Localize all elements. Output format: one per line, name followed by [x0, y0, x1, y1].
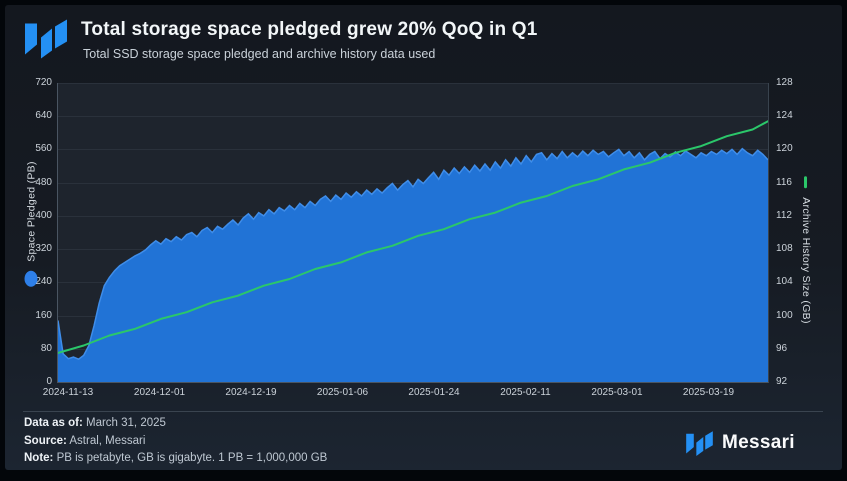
- y-tick-label: 112: [776, 209, 792, 221]
- footer-divider: [23, 411, 823, 412]
- y-tick-label: 0: [46, 376, 52, 387]
- source-label: Source:: [24, 435, 67, 447]
- gridline: [58, 149, 768, 151]
- y-tick-label: 320: [35, 243, 52, 255]
- x-tick-label: 2025-01-24: [408, 387, 460, 398]
- x-tick-label: 2025-03-01: [591, 387, 643, 398]
- chart-title: Total storage space pledged grew 20% QoQ…: [81, 19, 538, 40]
- y-tick-label: 128: [776, 77, 793, 88]
- x-tick-label: 2024-11-13: [42, 387, 94, 398]
- space-pledged-edge: [58, 147, 768, 361]
- y-tick-label: 720: [35, 77, 52, 88]
- x-tick-label: 2025-03-19: [682, 387, 735, 398]
- x-tick-label: 2024-12-19: [225, 387, 277, 398]
- note-label: Note:: [24, 452, 54, 464]
- y-tick-label: 124: [776, 110, 793, 122]
- y-tick-label: 80: [40, 342, 52, 354]
- y-tick-label: 92: [776, 376, 788, 387]
- source-value: Astral, Messari: [66, 435, 146, 447]
- data-as-of-line: Data as of: March 31, 2025: [24, 417, 166, 429]
- data-as-of-label: Data as of:: [24, 417, 83, 429]
- y-tick-label: 560: [35, 143, 52, 155]
- brand-wordmark: Messari: [722, 432, 795, 453]
- messari-brand: Messari: [686, 430, 795, 456]
- y-tick-label: 160: [35, 309, 52, 321]
- left-axis-legend: Space Pledged (PB): [24, 161, 38, 287]
- gridline: [58, 116, 768, 118]
- y-axis-right-labels: 92 96 100 104 108 112 116 120 124 128: [776, 77, 816, 387]
- archive-history-legend-marker: [804, 176, 808, 189]
- space-pledged-legend-marker: [24, 270, 38, 287]
- chart-subtitle: Total SSD storage space pledged and arch…: [83, 47, 436, 61]
- space-pledged-area: [58, 148, 768, 382]
- y-tick-label: 120: [776, 143, 793, 155]
- y-tick-label: 104: [776, 276, 793, 288]
- note-value: PB is petabyte, GB is gigabyte. 1 PB = 1…: [53, 452, 328, 464]
- y-tick-label: 480: [35, 176, 52, 188]
- right-axis-label: Archive History Size (GB): [800, 197, 812, 324]
- source-line: Source: Astral, Messari: [24, 435, 145, 447]
- y-tick-label: 96: [776, 342, 788, 354]
- note-line: Note: PB is petabyte, GB is gigabyte. 1 …: [24, 452, 327, 464]
- messari-logo-small-icon: [686, 431, 713, 456]
- archive-history-line: [58, 120, 768, 354]
- messari-logo-icon: [25, 19, 67, 59]
- data-as-of-value: March 31, 2025: [82, 417, 166, 429]
- y-axis-left-labels: 0 80 160 240 320 400 480 560 640 720: [14, 77, 52, 387]
- y-tick-label: 400: [35, 209, 52, 221]
- gridline: [58, 182, 768, 184]
- x-tick-label: 2024-12-01: [133, 387, 186, 398]
- x-tick-label: 2025-01-06: [316, 387, 369, 398]
- x-axis-labels: 2024-11-13 2024-12-01 2024-12-19 2025-01-06…: [43, 387, 767, 401]
- y-tick-label: 240: [35, 276, 52, 288]
- gridline: [58, 83, 768, 84]
- plot-area: [57, 83, 769, 383]
- y-tick-label: 116: [776, 176, 792, 188]
- y-tick-label: 108: [776, 243, 793, 255]
- x-tick-label: 2025-02-11: [500, 387, 551, 398]
- left-axis-label: Space Pledged (PB): [25, 161, 37, 262]
- chart-canvas: [58, 120, 768, 382]
- right-axis-legend: Archive History Size (GB): [800, 176, 812, 324]
- y-tick-label: 640: [35, 110, 52, 122]
- y-tick-label: 100: [776, 309, 793, 321]
